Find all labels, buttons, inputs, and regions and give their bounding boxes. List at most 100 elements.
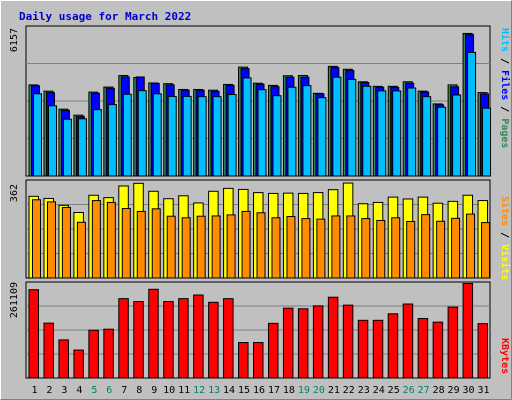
kbytes-panel [25,281,491,379]
sites-bar [196,215,206,279]
y-max-label-kbytes: 261109 [9,282,20,318]
kbytes-bar [462,282,474,379]
x-tick-label: 14 [223,385,235,396]
x-axis-day-labels: 1 2 3 4 5 6 7 8 9 10 11 12 13 14 15 16 17 18 19 20 21 22 23 24 2… [31,385,489,396]
x-tick-label: 21 [328,385,340,396]
pages-bar [47,105,57,177]
pages-bar [242,77,252,177]
x-tick-label: 7 [121,385,127,396]
sites-bar [106,201,116,279]
kbytes-bar [148,288,159,379]
sites-bar [76,221,86,279]
pages-bar [377,90,387,177]
kbytes-bar [402,303,414,379]
legend-visits: Visits [499,244,511,280]
sites-bar [211,215,221,279]
hits-files-pages-panel [25,25,492,177]
x-tick-label: 3 [61,385,67,396]
sites-bar [436,220,446,279]
pages-bar [107,104,117,177]
sites-bar [226,214,236,279]
pages-bar [467,51,477,177]
x-tick-label: 30 [463,385,475,396]
kbytes-bar [223,298,234,379]
sites-bar [286,215,296,279]
x-tick-label: 6 [106,385,112,396]
sites-bar [466,213,476,279]
sites-bar [391,217,401,279]
sites-bar [256,212,266,279]
pages-bar [212,96,222,177]
x-tick-label: 2 [46,385,52,396]
kbytes-bar [447,306,459,379]
pages-bar [227,94,237,177]
legend-hits: Pages [499,118,510,148]
pages-bar [92,109,102,177]
x-tick-label: 11 [178,385,190,396]
legend-slash: / [499,100,510,118]
legend-files: Files [499,70,511,100]
kbytes-bar [193,294,204,379]
sites-bar [406,221,416,279]
pages-bar [77,118,87,177]
legend-slash: / [499,52,510,70]
pages-bar [122,93,132,177]
sites-bar [421,214,431,279]
sites-bar [61,206,71,279]
y-max-label-hits: 6157 [9,28,20,52]
kbytes-bar [432,321,444,379]
sites-bar [121,208,131,279]
pages-bar [33,93,42,177]
legend-slash: / [499,226,510,244]
sites-bar [46,201,56,279]
sites-bar [181,217,191,279]
sites-bar [331,215,341,279]
sites-bar [376,219,386,279]
x-tick-label: 8 [136,385,142,396]
kbytes-bar [163,301,174,379]
pages-bar [437,106,447,177]
kbytes-bar [342,304,354,379]
legend-kbytes: KBytes [499,338,510,374]
x-tick-label: 31 [477,385,489,396]
kbytes-bar [178,298,189,379]
pages-bar [287,86,297,177]
pages-bar [62,118,72,177]
kbytes-bar [208,301,219,379]
x-tick-label: 26 [403,385,415,396]
x-tick-label: 24 [373,385,385,396]
pages-bar [272,95,282,177]
kbytes-bar [28,289,39,379]
kbytes-bar [133,301,144,379]
pages-bar [422,96,432,177]
pages-bar [257,89,267,177]
pages-bar [197,96,207,177]
kbytes-bar [372,319,384,379]
kbytes-bar [43,322,54,379]
sites-bar [301,218,311,279]
legend-pages: Hits [499,28,511,52]
kbytes-bar [73,349,84,379]
pages-bar [392,90,402,177]
x-tick-label: 20 [313,385,325,396]
pages-bar [302,85,312,177]
kbytes-bar [118,298,129,379]
legend-hits-files-pages: Hits / Files / Pages [499,28,511,148]
x-tick-label: 13 [208,385,220,396]
sites-bar [346,215,356,279]
pages-bar [362,85,372,177]
x-tick-label: 18 [283,385,295,396]
sites-bar [32,199,41,279]
y-max-label-sites: 362 [9,184,20,202]
x-tick-label: 17 [268,385,280,396]
sites-bar [91,200,101,279]
x-tick-label: 27 [418,385,430,396]
pages-bar [347,78,357,177]
x-tick-label: 9 [151,385,157,396]
x-tick-label: 16 [253,385,265,396]
legend-sites: Sites [499,196,511,226]
kbytes-bar [312,305,324,379]
kbytes-bar [58,339,69,379]
sites-bar [166,215,176,279]
sites-bar [271,217,281,279]
